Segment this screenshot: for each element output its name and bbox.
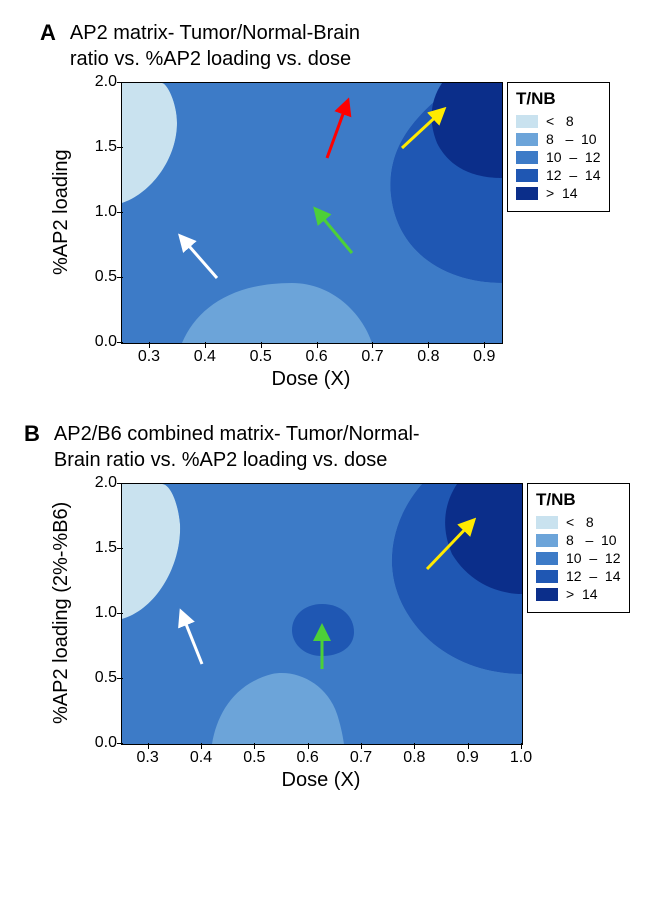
panel-a-y-label: %AP2 loading	[50, 82, 73, 342]
legend-label: 12 – 14	[566, 568, 621, 584]
panel-a-plot: 0.00.51.01.52.00.30.40.50.60.70.80.9	[121, 82, 501, 342]
y-tick-label: 1.0	[95, 203, 117, 221]
panel-a-title-line2: ratio vs. %AP2 loading vs. dose	[70, 48, 351, 70]
legend-label: 8 – 10	[566, 532, 617, 548]
panel-a-legend: T/NB < 8 8 – 10 10 – 12 12 – 14 > 14	[507, 82, 610, 212]
legend-label: 12 – 14	[546, 167, 601, 183]
legend-row: > 14	[516, 185, 601, 201]
x-tick-label: 0.9	[457, 749, 479, 767]
y-tick-label: 0.0	[95, 734, 117, 752]
x-tick-label: 0.7	[361, 348, 383, 366]
legend-label: 10 – 12	[546, 149, 601, 165]
x-tick-label: 0.6	[297, 749, 319, 767]
panel-a-chart-wrap: %AP2 loading 0.00.51.01.52.00.30.40.50.6…	[50, 82, 646, 391]
contour-svg	[121, 483, 523, 745]
legend-label: > 14	[566, 586, 598, 602]
legend-swatch	[536, 516, 558, 529]
legend-swatch	[536, 570, 558, 583]
legend-row: < 8	[536, 514, 621, 530]
legend-title: T/NB	[536, 490, 621, 510]
x-tick-label: 0.3	[138, 348, 160, 366]
legend-row: 8 – 10	[516, 131, 601, 147]
legend-row: > 14	[536, 586, 621, 602]
x-tick-label: 0.4	[190, 749, 212, 767]
legend-label: < 8	[566, 514, 594, 530]
panel-b-title: AP2/B6 combined matrix- Tumor/Normal- Br…	[54, 421, 420, 473]
y-tick-label: 0.5	[95, 268, 117, 286]
y-tick-label: 0.0	[95, 333, 117, 351]
panel-a-letter: A	[40, 20, 56, 46]
x-tick-label: 0.5	[243, 749, 265, 767]
x-tick-label: 0.3	[137, 749, 159, 767]
legend-label: > 14	[546, 185, 578, 201]
x-tick-label: 0.9	[473, 348, 495, 366]
panel-a-title-line1: AP2 matrix- Tumor/Normal-Brain	[70, 22, 360, 44]
x-tick-label: 0.7	[350, 749, 372, 767]
panel-b-legend: T/NB < 8 8 – 10 10 – 12 12 – 14 > 14	[527, 483, 630, 613]
panel-b-header: B AP2/B6 combined matrix- Tumor/Normal- …	[20, 421, 646, 473]
legend-swatch	[536, 588, 558, 601]
legend-swatch	[516, 115, 538, 128]
y-tick-label: 1.5	[95, 539, 117, 557]
legend-row: 8 – 10	[536, 532, 621, 548]
panel-a-legend-box: T/NB < 8 8 – 10 10 – 12 12 – 14 > 14	[507, 82, 610, 212]
x-tick-label: 0.8	[417, 348, 439, 366]
panel-b-title-line1: AP2/B6 combined matrix- Tumor/Normal-	[54, 423, 420, 445]
y-tick-label: 1.5	[95, 138, 117, 156]
panel-a-header: A AP2 matrix- Tumor/Normal-Brain ratio v…	[20, 20, 646, 72]
legend-title: T/NB	[516, 89, 601, 109]
x-tick-label: 0.8	[403, 749, 425, 767]
panel-b-title-line2: Brain ratio vs. %AP2 loading vs. dose	[54, 449, 388, 471]
panel-b-x-label: Dose (X)	[121, 769, 521, 792]
legend-row: 10 – 12	[516, 149, 601, 165]
legend-row: 10 – 12	[536, 550, 621, 566]
legend-swatch	[516, 151, 538, 164]
y-tick-label: 2.0	[95, 474, 117, 492]
legend-swatch	[516, 133, 538, 146]
legend-label: 10 – 12	[566, 550, 621, 566]
y-tick-label: 2.0	[95, 73, 117, 91]
panel-b-chart-wrap: %AP2 loading (2%-%B6) 0.00.51.01.52.00.3…	[50, 483, 646, 792]
x-tick-label: 0.6	[305, 348, 327, 366]
x-tick-label: 0.4	[194, 348, 216, 366]
x-tick-label: 0.5	[250, 348, 272, 366]
legend-swatch	[536, 534, 558, 547]
legend-swatch	[536, 552, 558, 565]
panel-a-title: AP2 matrix- Tumor/Normal-Brain ratio vs.…	[70, 20, 360, 72]
panel-b-legend-box: T/NB < 8 8 – 10 10 – 12 12 – 14 > 14	[527, 483, 630, 613]
x-tick-label: 1.0	[510, 749, 532, 767]
legend-row: < 8	[516, 113, 601, 129]
legend-label: < 8	[546, 113, 574, 129]
legend-swatch	[516, 169, 538, 182]
contour-svg	[121, 82, 503, 344]
panel-a: A AP2 matrix- Tumor/Normal-Brain ratio v…	[20, 20, 646, 391]
panel-a-x-label: Dose (X)	[121, 368, 501, 391]
legend-swatch	[516, 187, 538, 200]
legend-row: 12 – 14	[516, 167, 601, 183]
legend-label: 8 – 10	[546, 131, 597, 147]
y-tick-label: 1.0	[95, 604, 117, 622]
legend-row: 12 – 14	[536, 568, 621, 584]
panel-b: B AP2/B6 combined matrix- Tumor/Normal- …	[20, 421, 646, 792]
y-tick-label: 0.5	[95, 669, 117, 687]
panel-b-letter: B	[24, 421, 40, 447]
panel-b-y-label: %AP2 loading (2%-%B6)	[50, 483, 73, 743]
panel-b-plot: 0.00.51.01.52.00.30.40.50.60.70.80.91.0	[121, 483, 521, 743]
